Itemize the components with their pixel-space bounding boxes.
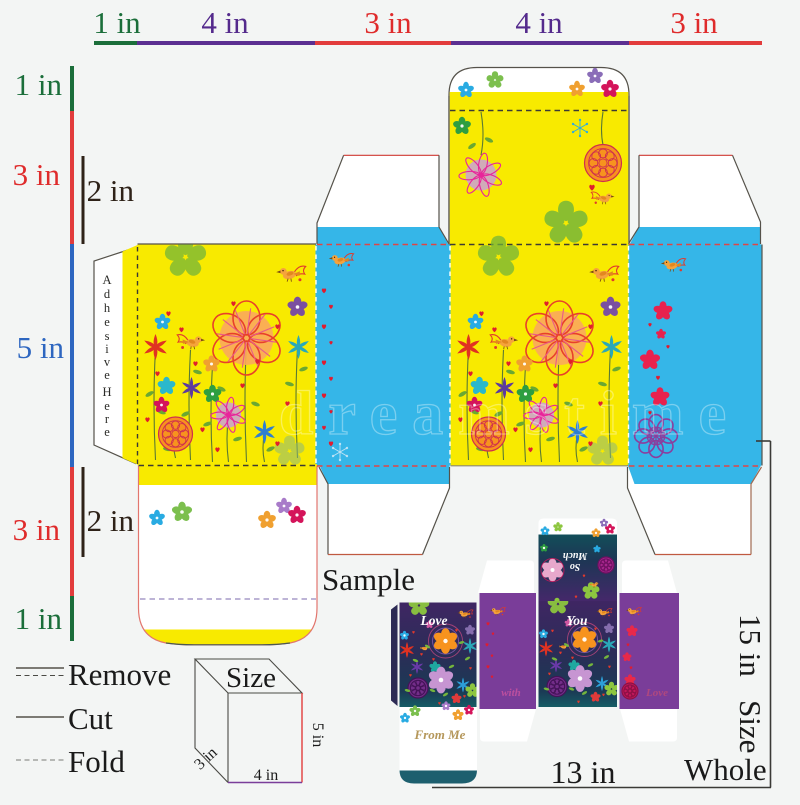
svg-text:h: h [104,301,111,315]
svg-text:v: v [104,355,111,369]
svg-text:1 in: 1 in [15,601,63,636]
svg-text:15 in: 15 in [733,614,768,677]
svg-text:i: i [105,342,109,356]
svg-text:1 in: 1 in [93,5,141,40]
svg-text:3 in: 3 in [670,5,718,40]
svg-text:4 in: 4 in [515,5,563,40]
svg-text:3 in: 3 in [13,157,61,192]
svg-text:13 in: 13 in [551,754,616,790]
svg-text:e: e [104,399,110,413]
svg-text:Much: Much [562,550,588,561]
svg-text:2 in: 2 in [87,173,135,208]
svg-text:Remove: Remove [68,657,171,692]
svg-text:e: e [104,315,110,329]
svg-text:So: So [570,561,581,572]
svg-text:Size: Size [733,700,768,753]
svg-text:s: s [105,329,110,343]
svg-text:Whole: Whole [684,752,767,787]
svg-text:Fold: Fold [68,744,125,779]
svg-text:H: H [102,385,111,399]
svg-text:d: d [104,287,111,301]
svg-text:2 in: 2 in [87,503,135,538]
svg-text:r: r [105,412,110,426]
svg-text:4 in: 4 in [201,5,249,40]
svg-text:Love: Love [420,613,448,628]
svg-text:4 in: 4 in [254,767,278,784]
svg-text:e: e [104,425,110,439]
svg-text:From Me: From Me [414,727,466,742]
svg-text:1 in: 1 in [15,67,63,102]
svg-text:e: e [104,368,110,382]
svg-text:with: with [501,687,521,699]
svg-text:Size: Size [226,662,276,694]
svg-text:You: You [566,613,588,628]
svg-text:Cut: Cut [68,701,113,736]
svg-text:3 in: 3 in [364,5,412,40]
svg-text:5 in: 5 in [309,723,326,747]
svg-text:Sample: Sample [322,562,415,597]
svg-text:A: A [102,273,111,287]
svg-text:dreamstime: dreamstime [279,380,741,448]
svg-text:5 in: 5 in [17,330,65,365]
svg-text:Love: Love [645,687,668,699]
svg-text:3 in: 3 in [13,512,61,547]
